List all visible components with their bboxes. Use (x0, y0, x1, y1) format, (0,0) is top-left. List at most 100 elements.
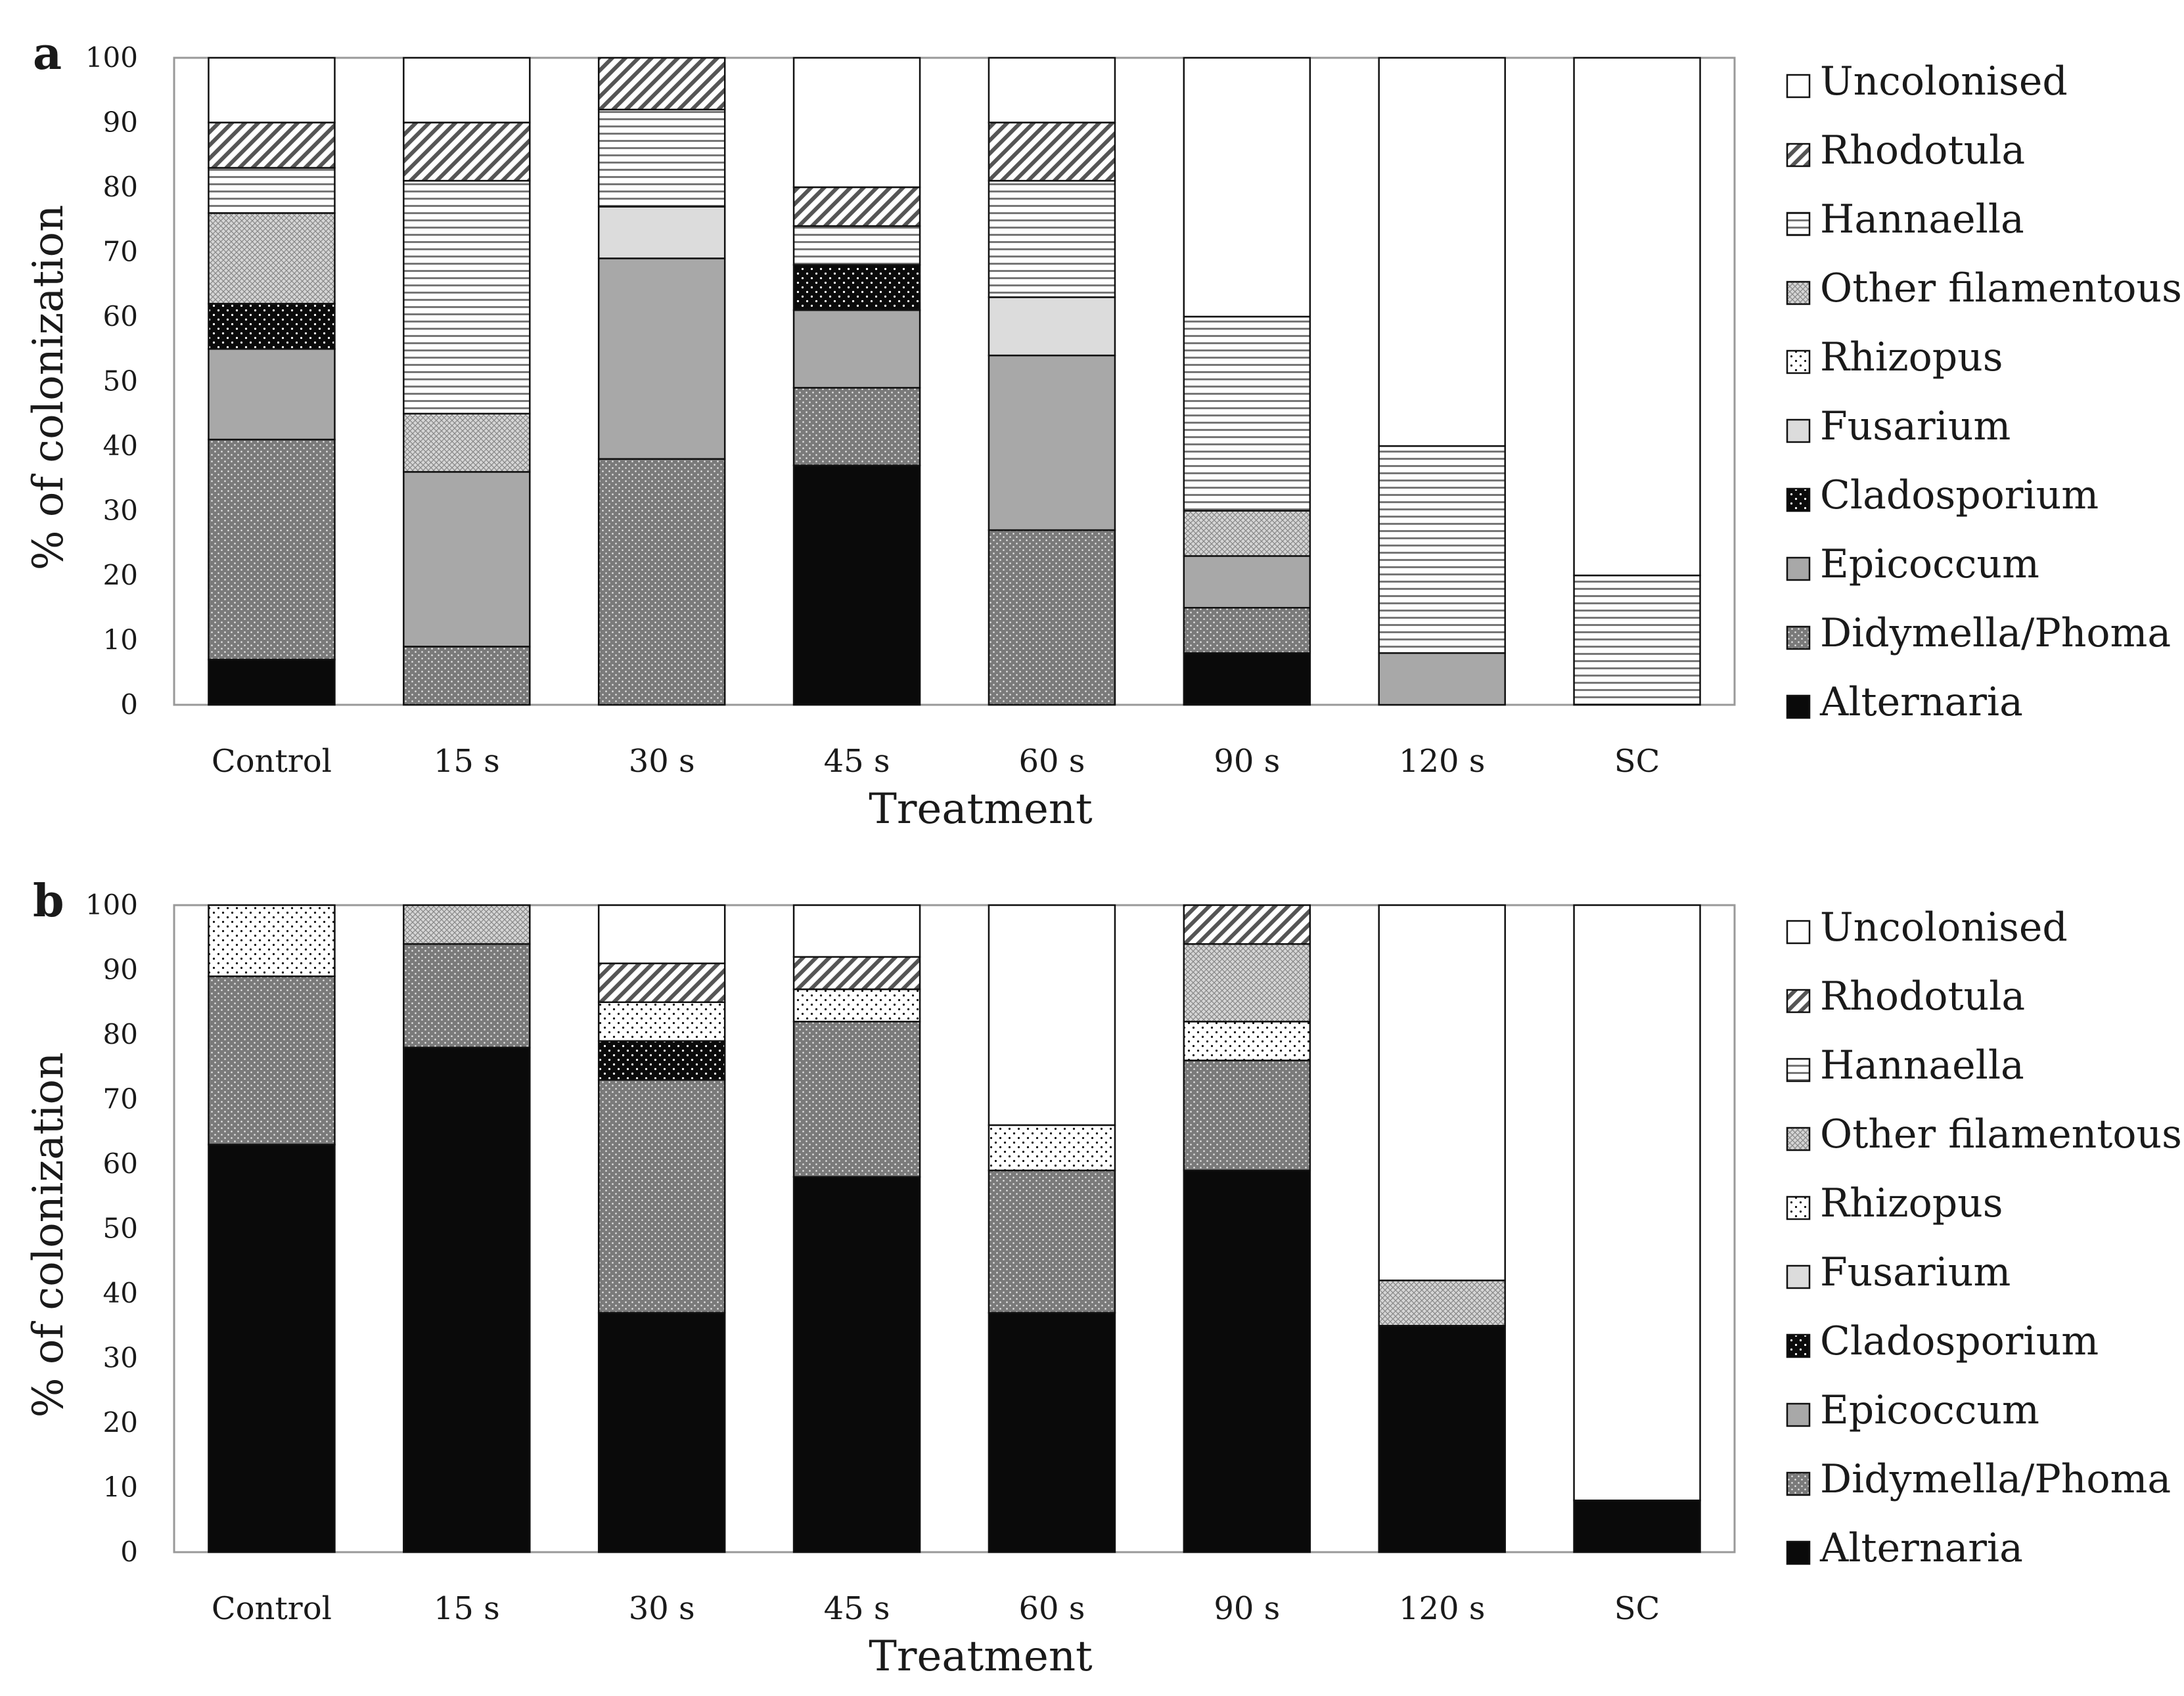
bar-segment-rhizopus (988, 1124, 1116, 1172)
bar-90-s (1183, 56, 1311, 706)
bar-segment-hannaella (208, 167, 336, 214)
bar-segment-cladosporium (208, 303, 336, 350)
plot-area (173, 904, 1736, 1553)
bar-segment-uncolonised (988, 904, 1116, 1127)
bar-segment-uncolonised (1378, 904, 1506, 1282)
y-tick-label: 100 (85, 889, 138, 921)
bar-segment-alternaria (792, 1176, 921, 1553)
legend-swatch-uncolonised (1786, 74, 1811, 99)
legend-label-cladosporium: Cladosporium (1820, 472, 2099, 518)
x-tick-label: 90 s (1214, 1590, 1280, 1627)
bar-segment-other-filamentous (208, 212, 336, 305)
bar-segment-cladosporium (597, 1040, 726, 1081)
bar-segment-epicoccum (792, 309, 921, 389)
legend-label-didymella-phoma: Didymella/Phoma (1820, 1456, 2171, 1502)
legend-label-rhodotula: Rhodotula (1820, 127, 2025, 173)
y-tick-label: 80 (103, 171, 138, 203)
bar-segment-alternaria (208, 1144, 336, 1553)
bar-segment-uncolonised (1573, 904, 1701, 1502)
bar-segment-didymella-phoma (792, 1021, 921, 1178)
bar-segment-uncolonised (792, 56, 921, 189)
bar-60-s (988, 904, 1116, 1553)
legend-swatch-didymella-phoma (1786, 625, 1811, 650)
legend-label-alternaria: Alternaria (1819, 1525, 2023, 1571)
legend-swatch-alternaria (1786, 694, 1811, 719)
bar-segment-other-filamentous (1183, 943, 1311, 1023)
x-tick-label: Control (212, 1590, 332, 1627)
x-tick-label: SC (1614, 1590, 1660, 1627)
bar-segment-didymella-phoma (792, 387, 921, 466)
legend-label-hannaella: Hannaella (1820, 196, 2024, 242)
bar-segment-alternaria (403, 1046, 531, 1553)
bar-segment-hannaella (792, 225, 921, 266)
x-tick-label: 30 s (629, 1590, 695, 1627)
bar-segment-alternaria (1183, 1169, 1311, 1553)
x-tick-label: 90 s (1214, 743, 1280, 780)
legend-swatch-hannaella (1786, 1058, 1811, 1082)
bar-segment-didymella-phoma (597, 458, 726, 706)
bar-90-s (1183, 904, 1311, 1553)
legend-label-fusarium: Fusarium (1820, 1249, 2011, 1295)
bar-segment-uncolonised (988, 56, 1116, 123)
bar-segment-other-filamentous (1183, 510, 1311, 557)
bar-segment-epicoccum (988, 354, 1116, 531)
y-tick-label: 90 (103, 954, 138, 986)
legend-label-other-filamentous: Other filamentous (1820, 265, 2182, 311)
bar-segment-alternaria (1573, 1499, 1701, 1553)
bar-segment-rhizopus (1183, 1021, 1311, 1061)
legend-swatch-other-filamentous (1786, 280, 1811, 305)
legend-swatch-alternaria (1786, 1540, 1811, 1565)
panel-letter: a (33, 28, 62, 80)
y-tick-label: 50 (103, 365, 138, 397)
bar-segment-didymella-phoma (403, 646, 531, 706)
bar-segment-uncolonised (1378, 56, 1506, 447)
x-tick-label: Control (212, 743, 332, 780)
y-tick-label: 0 (120, 688, 138, 721)
bar-segment-hannaella (988, 179, 1116, 298)
legend: Uncolonised Rhodotula Hannaella Other filam… (1786, 58, 2182, 725)
bar-segment-epicoccum (1183, 555, 1311, 609)
legend-swatch-epicoccum (1786, 556, 1811, 581)
x-tick-label: 60 s (1018, 1590, 1085, 1627)
bar-segment-didymella-phoma (403, 943, 531, 1048)
legend-swatch-other-filamentous (1786, 1127, 1811, 1151)
legend-label-hannaella: Hannaella (1820, 1042, 2024, 1088)
legend-label-epicoccum: Epicoccum (1820, 541, 2039, 587)
bar-segment-fusarium (988, 296, 1116, 357)
bar-45-s (792, 56, 921, 706)
bar-segment-alternaria (792, 464, 921, 706)
bar-segment-didymella-phoma (1183, 607, 1311, 654)
bar-segment-hannaella (1573, 574, 1701, 706)
x-tick-label: 120 s (1399, 743, 1486, 780)
legend-label-fusarium: Fusarium (1820, 403, 2011, 449)
legend-label-rhodotula: Rhodotula (1820, 973, 2025, 1019)
bar-sc (1573, 904, 1701, 1553)
y-tick-label: 90 (103, 106, 138, 139)
bar-segment-rhizopus (597, 1001, 726, 1042)
legend-swatch-didymella-phoma (1786, 1471, 1811, 1496)
plot-area (173, 56, 1736, 706)
legend-label-didymella-phoma: Didymella/Phoma (1820, 610, 2171, 656)
bar-segment-rhodotula (403, 122, 531, 182)
x-tick-label: SC (1614, 743, 1660, 780)
bar-control (208, 904, 336, 1553)
x-tick-label: 15 s (434, 743, 500, 780)
x-tick-label: 60 s (1018, 743, 1085, 780)
y-tick-label: 20 (103, 559, 138, 591)
bar-120-s (1378, 904, 1506, 1553)
legend-swatch-rhizopus (1786, 349, 1811, 374)
legend-swatch-hannaella (1786, 212, 1811, 236)
legend-label-alternaria: Alternaria (1819, 679, 2023, 725)
bar-segment-uncolonised (1573, 56, 1701, 577)
y-tick-label: 70 (103, 236, 138, 268)
y-tick-label: 60 (103, 1148, 138, 1180)
legend-label-cladosporium: Cladosporium (1820, 1318, 2099, 1364)
legend-label-uncolonised: Uncolonised (1820, 904, 2068, 950)
bar-segment-didymella-phoma (597, 1079, 726, 1314)
legend-label-uncolonised: Uncolonised (1820, 58, 2068, 104)
y-tick-label: 80 (103, 1018, 138, 1050)
bar-120-s (1378, 56, 1506, 706)
legend-swatch-cladosporium (1786, 487, 1811, 512)
bar-segment-alternaria (1378, 1325, 1506, 1553)
